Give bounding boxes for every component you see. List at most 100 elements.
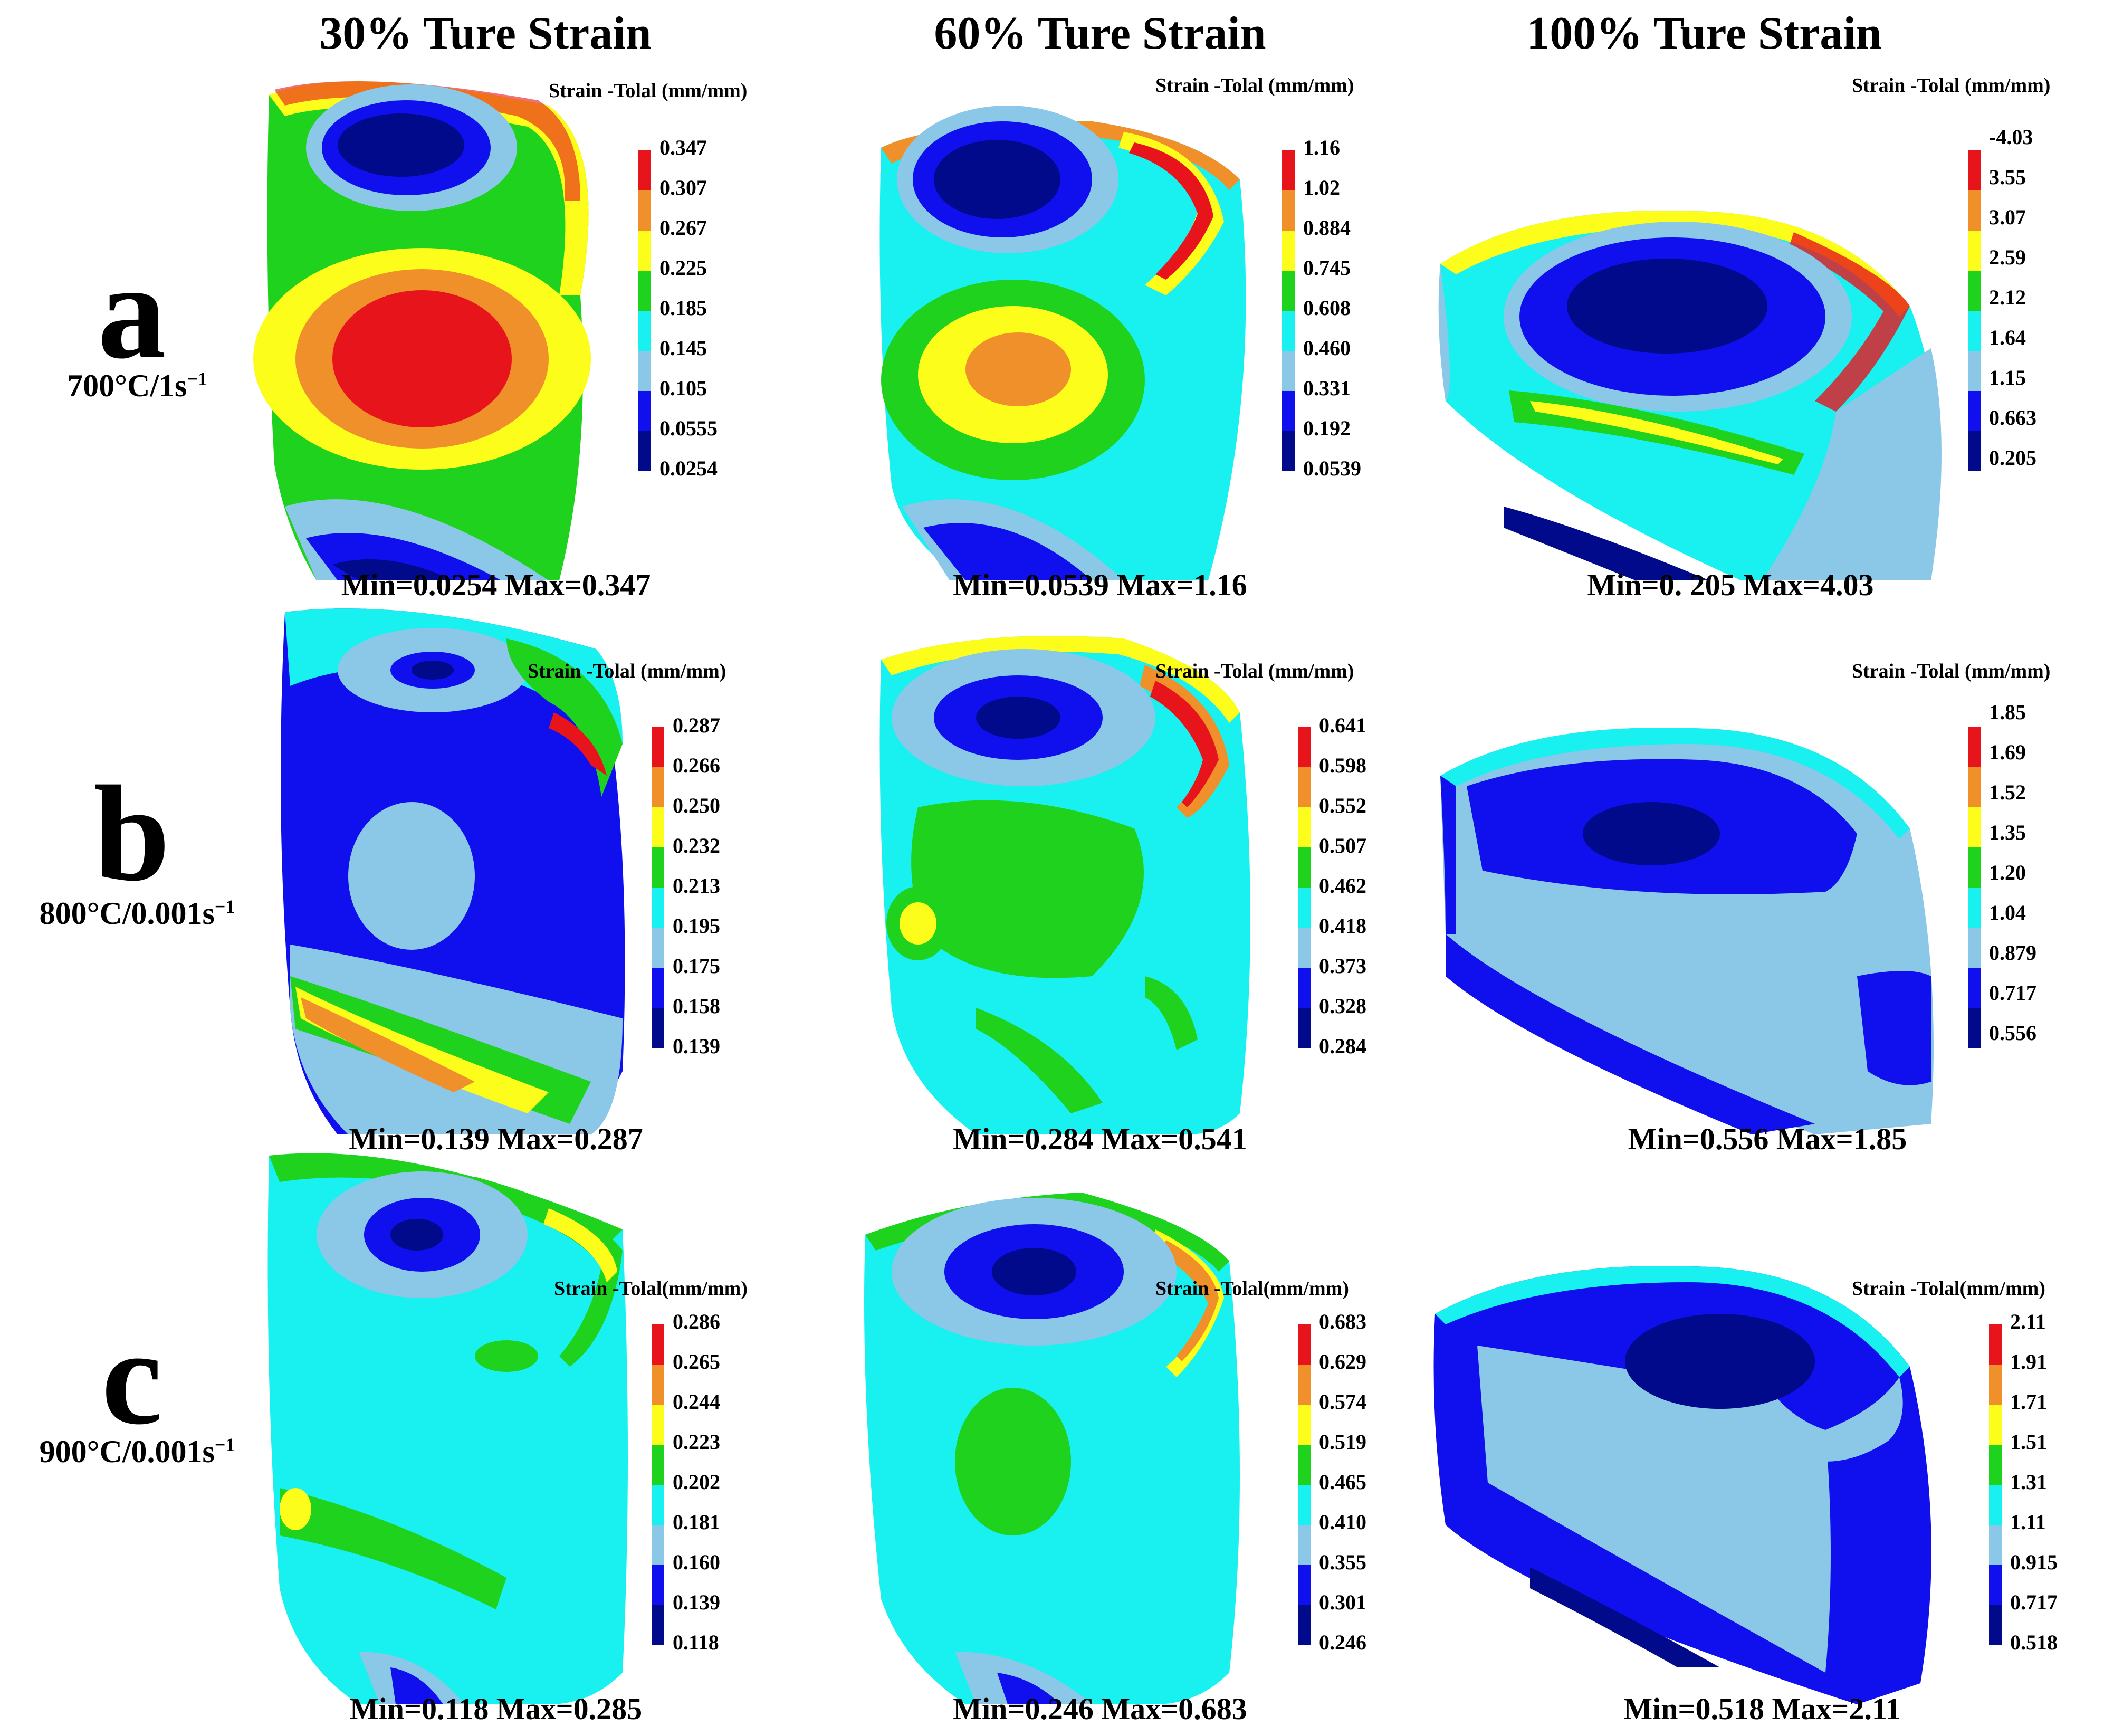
legend-color-segment (1968, 767, 1981, 807)
legend-color-segment (1968, 391, 1981, 431)
strain-contour-a-60 (879, 106, 1246, 580)
legend-tick-label: 1.04 (1989, 901, 2026, 924)
panel-c-100: Strain -Tolal(mm/mm) 2.11 1.91 1.71 1.51 1.3… (1424, 1145, 2104, 1704)
legend-color-segment (1298, 847, 1311, 888)
condition-text: 800°C/0.001s (39, 896, 215, 931)
legend-color-segment (652, 1445, 664, 1485)
legend-tick-label: 3.07 (1989, 205, 2026, 229)
legend-color-segment (1968, 727, 1981, 767)
legend-tick-label: 0.462 (1319, 874, 1366, 898)
legend-color-segment (1989, 1405, 2002, 1445)
legend-tick-label: 0.250 (673, 794, 720, 817)
legend-colorbar (1968, 150, 1981, 471)
legend-color-segment (1989, 1324, 2002, 1365)
legend-color-segment (652, 1324, 664, 1365)
legend-color-segment (638, 150, 651, 190)
legend-tick-label: 0.284 (1319, 1034, 1366, 1058)
legend-color-segment (1282, 431, 1295, 471)
legend-tick-label: 0.507 (1319, 834, 1366, 857)
legend-title: Strain -Tolal (mm/mm) (1155, 74, 1354, 97)
legend-colorbar (1298, 1324, 1311, 1645)
legend-color-segment (1282, 150, 1295, 190)
legend-color-segment (652, 847, 664, 888)
legend-tick-label: 1.91 (2010, 1350, 2047, 1373)
legend-tick-label: 1.31 (2010, 1470, 2047, 1494)
legend-color-segment (1989, 1365, 2002, 1405)
legend-colorbar (652, 727, 664, 1048)
legend-tick-label: 0.460 (1303, 336, 1351, 360)
condition-exponent: −1 (214, 896, 235, 917)
legend-color-segment (1298, 968, 1311, 1008)
legend-tick-label: 0.307 (659, 176, 707, 199)
legend-color-segment (1989, 1605, 2002, 1645)
legend-color-segment (652, 1405, 664, 1445)
legend-color-segment (1989, 1445, 2002, 1485)
row-letter-c: c (101, 1301, 162, 1453)
legend-tick-label: 0.0555 (659, 416, 718, 440)
panel-b-30: Strain -Tolal (mm/mm) 0.287 0.266 0.250 0.2… (253, 607, 939, 1166)
row-condition-c: 900°C/0.001s−1 (0, 1435, 274, 1467)
strain-contour-b-60 (879, 636, 1250, 1134)
legend-tick-label: 0.202 (673, 1470, 720, 1494)
legend-tick-label: -4.03 (1989, 125, 2033, 149)
legend-tick-label: 0.265 (673, 1350, 720, 1373)
legend-title: Strain -Tolal(mm/mm) (554, 1277, 748, 1300)
legend-tick-label: 1.35 (1989, 821, 2026, 844)
legend-color-segment (1968, 351, 1981, 391)
legend-tick-label: 0.519 (1319, 1430, 1366, 1454)
legend-color-segment (1968, 888, 1981, 928)
legend-tick-label: 0.418 (1319, 914, 1366, 938)
legend-color-segment (1298, 807, 1311, 847)
legend-tick-label: 1.15 (1989, 366, 2026, 389)
legend-tick-label: 0.552 (1319, 794, 1366, 817)
condition-text: 700°C/1s (67, 368, 187, 403)
legend-tick-label: 2.11 (2010, 1310, 2046, 1333)
legend-tick-label: 1.11 (2010, 1510, 2046, 1534)
legend-tick-label: 0.223 (673, 1430, 720, 1454)
legend-title: Strain -Tolal (mm/mm) (1852, 74, 2051, 97)
legend-title: Strain -Tolal (mm/mm) (1852, 660, 2051, 682)
legend-tick-label: 0.608 (1303, 296, 1351, 320)
legend-tick-label: 0.195 (673, 914, 720, 938)
legend-tick-label: 1.64 (1989, 326, 2026, 349)
legend-colorbar (638, 150, 651, 471)
legend-tick-label: 0.884 (1303, 216, 1351, 240)
row-letter-b: b (93, 758, 170, 910)
strain-contour-b-100 (1440, 728, 1934, 1134)
legend-color-segment (638, 431, 651, 471)
legend-color-segment (652, 1565, 664, 1605)
legend-tick-label: 1.69 (1989, 740, 2026, 764)
legend-color-segment (652, 727, 664, 767)
legend-tick-label: 0.287 (673, 713, 720, 737)
legend-tick-label: 0.717 (1989, 981, 2036, 1005)
legend-tick-label: 0.355 (1319, 1550, 1366, 1574)
legend-tick-label: 0.373 (1319, 954, 1366, 978)
legend-tick-label: 0.915 (2010, 1550, 2058, 1574)
legend-color-segment (1968, 928, 1981, 968)
minmax-b-60: Min=0.284 Max=0.541 (953, 1122, 1247, 1156)
legend-color-segment (652, 1605, 664, 1645)
legend-tick-label: 0.286 (673, 1310, 720, 1333)
legend-color-segment (1968, 968, 1981, 1008)
legend-color-segment (1298, 727, 1311, 767)
legend-tick-label: 0.717 (2010, 1590, 2058, 1614)
strain-contour-c-60 (864, 1193, 1240, 1704)
legend-tick-label: 1.85 (1989, 700, 2026, 724)
legend-color-segment (652, 807, 664, 847)
legend-tick-label: 0.160 (673, 1550, 720, 1574)
row-letter-a: a (98, 235, 166, 387)
legend-tick-label: 0.205 (1989, 446, 2036, 470)
legend-tick-label: 0.244 (673, 1390, 720, 1414)
legend-color-segment (652, 888, 664, 928)
legend-color-segment (1298, 1008, 1311, 1048)
legend-color-segment (1989, 1485, 2002, 1525)
legend-tick-label: 0.145 (659, 336, 707, 360)
minmax-c-30: Min=0.118 Max=0.285 (349, 1692, 643, 1726)
legend-color-segment (638, 271, 651, 311)
minmax-a-60: Min=0.0539 Max=1.16 (953, 568, 1247, 602)
legend-colorbar (1968, 727, 1981, 1048)
row-condition-a: 700°C/1s−1 (0, 369, 274, 402)
legend-color-segment (1298, 767, 1311, 807)
legend-color-segment (638, 351, 651, 391)
legend-title: Strain -Tolal(mm/mm) (1155, 1277, 1349, 1300)
